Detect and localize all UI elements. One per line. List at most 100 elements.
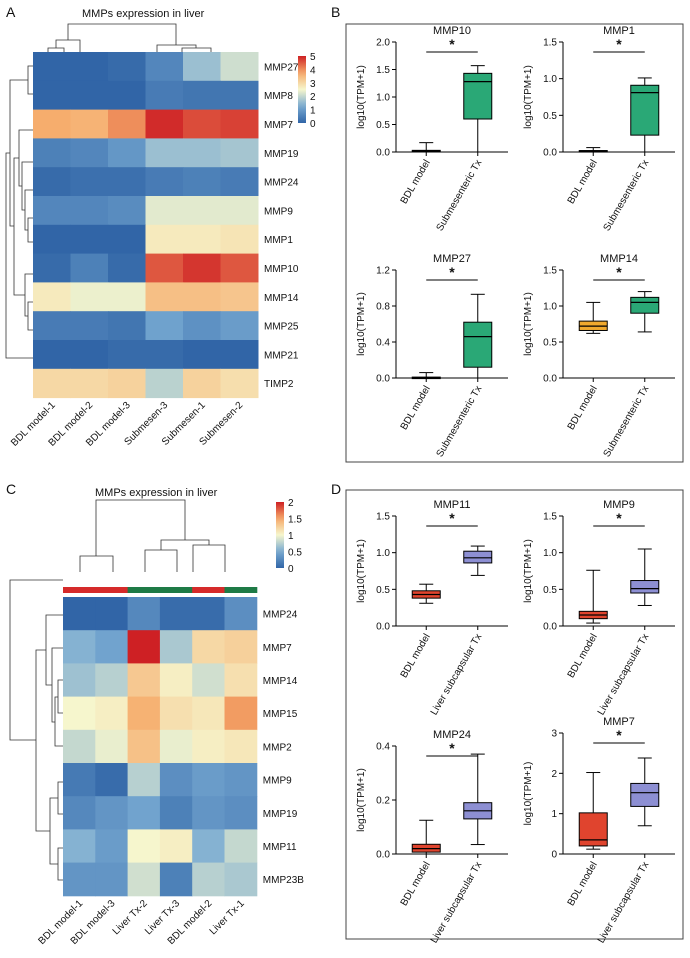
heatmap-cell — [159, 763, 193, 797]
y-tick-label: 1.0 — [543, 302, 557, 313]
y-axis-label: log10(TPM+1) — [356, 539, 367, 603]
heatmap-cell — [108, 224, 146, 255]
row-label: MMP9 — [264, 206, 293, 217]
heatmap-cell — [159, 696, 193, 731]
row-label: MMP21 — [264, 350, 299, 361]
heatmap-cell — [220, 196, 259, 226]
heatmap-cell — [108, 80, 146, 111]
heatmap-cell — [159, 862, 193, 897]
x-tick-label: Liver subcapsular Tx — [429, 632, 485, 717]
row-label: MMP8 — [264, 91, 293, 102]
subplot-title: MMP27 — [433, 253, 471, 265]
y-axis-label: log10(TPM+1) — [356, 292, 367, 356]
heatmap-cell — [224, 597, 258, 631]
heatmap-cell — [70, 282, 109, 312]
heatmap-cell — [145, 253, 184, 283]
y-tick-label: 0.0 — [543, 374, 557, 385]
heatmap-cell — [127, 663, 161, 698]
significance-star: * — [449, 510, 455, 526]
panel-d-frame — [345, 489, 684, 940]
heatmap-cell — [220, 80, 259, 111]
y-tick-label: 1.5 — [543, 38, 557, 49]
heatmap-cell — [224, 862, 258, 897]
y-tick-label: 1.5 — [543, 512, 557, 523]
heatmap-cell — [63, 630, 96, 664]
heatmap-cell — [159, 829, 193, 864]
y-tick-label: 1.5 — [543, 266, 557, 277]
heatmap-cell — [127, 763, 161, 797]
heatmap-cell — [224, 696, 258, 731]
heatmap-cell — [183, 311, 221, 341]
y-tick-label: 0.4 — [376, 742, 390, 753]
row-label: MMP27 — [264, 62, 299, 73]
colorbar-tick-label: 1 — [310, 106, 316, 117]
heatmap-cell — [220, 224, 259, 255]
box — [463, 550, 493, 564]
row-label: MMP25 — [264, 322, 299, 333]
y-tick-label: 0.0 — [543, 622, 557, 633]
heatmap-a-col-dendrogram — [47, 23, 212, 52]
heatmap-cell — [70, 368, 109, 399]
heatmap-cell — [70, 253, 109, 283]
subplot-title: MMP10 — [433, 25, 471, 37]
heatmap-cell — [95, 796, 129, 830]
heatmap-cell — [192, 796, 225, 830]
heatmap-cell — [145, 80, 184, 111]
y-tick-label: 1.0 — [376, 93, 390, 104]
heatmap-cell — [95, 729, 129, 764]
heatmap-cell — [192, 829, 225, 864]
heatmap-cell — [145, 52, 184, 82]
y-tick-label: 0.5 — [543, 111, 557, 122]
box — [463, 321, 493, 368]
x-tick-label: Submesenteric Tx — [602, 384, 652, 459]
x-tick-label: BDL model — [566, 158, 600, 206]
subplot-title: MMP1 — [603, 25, 635, 37]
x-tick-label: Liver subcapsular Tx — [596, 632, 652, 717]
panel-letter-d: D — [331, 481, 341, 497]
heatmap-cell — [145, 196, 184, 226]
group-bar — [224, 587, 258, 593]
heatmap-cell — [183, 253, 221, 283]
y-tick-label: 1 — [551, 809, 557, 820]
row-label: MMP11 — [263, 842, 297, 853]
colorbar-tick-label: 2 — [310, 92, 316, 103]
heatmap-cell — [183, 340, 221, 370]
heatmap-cell — [159, 630, 193, 664]
group-bar — [192, 587, 225, 593]
significance-star: * — [616, 510, 622, 526]
heatmap-cell — [192, 729, 225, 764]
x-tick-label: BDL model — [399, 384, 433, 432]
heatmap-c: MMP24 MMP7 MMP14 MMP15 MMP2 MMP9 MMP19 MMP11 MMP… — [36, 498, 304, 947]
colorbar-tick-label: 3 — [310, 79, 316, 90]
heatmap-cell — [33, 253, 71, 283]
heatmap-cell — [192, 862, 225, 897]
boxplot-mmp24: MMP24 0.0 0.2 0.4 log10(TPM+1) BDL modelLiver… — [356, 729, 508, 945]
heatmap-cell — [70, 80, 109, 111]
heatmap-cell — [220, 340, 259, 370]
heatmap-cell — [95, 763, 129, 797]
heatmap-cell — [183, 368, 221, 399]
heatmap-cell — [33, 368, 71, 399]
heatmap-cell — [108, 340, 146, 370]
y-tick-label: 0.2 — [376, 796, 390, 807]
boxplot-mmp10: MMP10 0.0 0.5 1.0 1.5 2.0 log10(TPM+1) BDL mode… — [356, 25, 508, 233]
y-tick-label: 1.2 — [376, 266, 390, 277]
box — [578, 812, 608, 847]
heatmap-cell — [183, 282, 221, 312]
heatmap-cell — [108, 311, 146, 341]
heatmap-cell — [70, 196, 109, 226]
heatmap-cell — [95, 829, 129, 864]
box — [630, 296, 660, 314]
heatmap-cell — [192, 763, 225, 797]
heatmap-cell — [33, 109, 71, 139]
heatmap-cell — [108, 196, 146, 226]
y-tick-label: 0.5 — [543, 585, 557, 596]
heatmap-cell — [63, 696, 96, 731]
heatmap-cell — [95, 630, 129, 664]
heatmap-cell — [95, 597, 129, 631]
heatmap-a: MMP27 MMP8 MMP7 MMP19 MMP24 MMP9 MMP1 MMP10 MMP1… — [9, 52, 316, 449]
colorbar — [276, 502, 284, 568]
heatmap-cell — [159, 796, 193, 830]
